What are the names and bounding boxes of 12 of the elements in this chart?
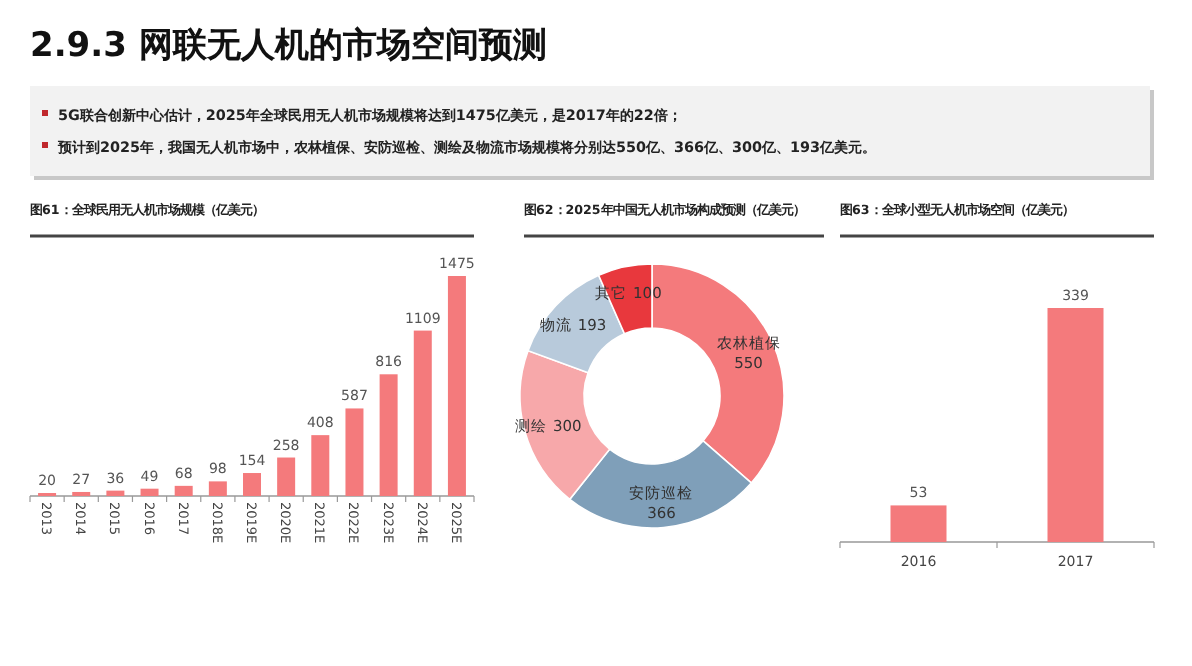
bar	[311, 435, 330, 496]
bar	[208, 481, 227, 496]
bar	[345, 408, 364, 496]
bar	[106, 490, 125, 496]
bar	[140, 488, 159, 496]
bar	[379, 374, 398, 496]
bar	[174, 485, 193, 496]
bar	[243, 473, 261, 496]
bar	[413, 330, 432, 496]
text: 2.9.3 网联无人机的市场空间预测	[30, 26, 547, 66]
bar	[447, 276, 466, 496]
bar	[277, 457, 296, 496]
